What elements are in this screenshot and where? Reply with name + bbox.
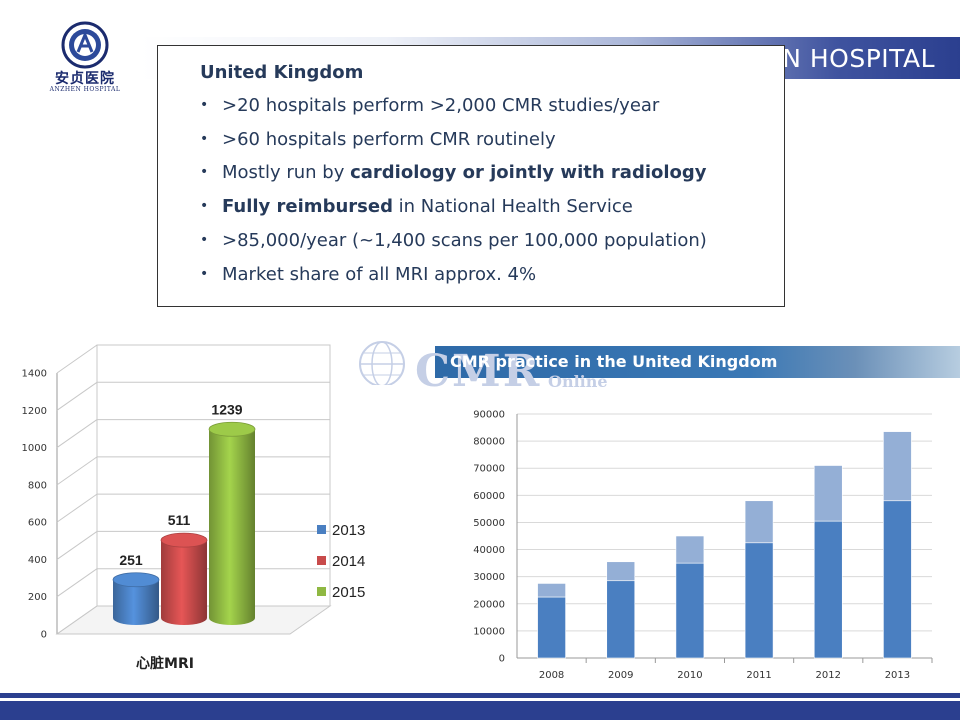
legend-swatch [317, 587, 326, 596]
y-tick-label: 80000 [473, 437, 505, 448]
gridline [56, 568, 98, 598]
y-tick-label: 60000 [473, 491, 505, 502]
x-tick-label: 2010 [677, 670, 702, 681]
gridline [56, 456, 98, 486]
x-tick-label: 2012 [816, 670, 841, 681]
cmr-watermark-online: Online [548, 372, 608, 391]
bar-segment-0 [813, 520, 843, 659]
y-tick-label: 600 [28, 518, 47, 529]
logo-english-name: ANZHEN HOSPITAL [49, 86, 121, 93]
bar-top-2015 [208, 421, 256, 437]
bar-segment-1 [744, 500, 774, 544]
uk-section-banner [435, 346, 960, 378]
bar-2013 [113, 579, 159, 625]
bar-segment-0 [606, 580, 636, 659]
gridline [56, 605, 98, 635]
info-bullet-list: >20 hospitals perform >2,000 CMR studies… [200, 89, 784, 291]
y-tick-label: 70000 [473, 464, 505, 475]
bullet-text: Market share of all MRI approx. 4% [222, 263, 537, 285]
bar-segment-0 [883, 500, 912, 659]
bar-segment-0 [744, 542, 774, 659]
x-tick-label: 2008 [539, 670, 564, 681]
legend-swatch [317, 556, 326, 565]
data-label: 511 [168, 512, 191, 528]
info-bullet: >85,000/year (~1,400 scans per 100,000 p… [200, 224, 784, 258]
bar-segment-1 [537, 583, 566, 598]
uk-info-box: United Kingdom >20 hospitals perform >2,… [157, 45, 785, 307]
legend-label: 2013 [332, 522, 365, 539]
y-tick-label: 0 [41, 630, 47, 641]
info-heading: United Kingdom [200, 62, 364, 83]
y-tick-label: 30000 [473, 572, 505, 583]
globe-watermark-icon [359, 341, 405, 385]
bold-text: cardiology or jointly with radiology [350, 162, 707, 184]
x-category-label: 心脏MRI [136, 655, 194, 672]
bar-segment-1 [675, 535, 705, 564]
logo-chinese-name: 安贞医院 [55, 71, 115, 87]
bar-segment-1 [606, 561, 636, 582]
footer-bar [0, 701, 960, 720]
gridline [56, 531, 98, 560]
legend-swatch [317, 525, 326, 534]
y-tick-label: 50000 [473, 518, 505, 529]
bar-segment-0 [537, 596, 566, 659]
bar-segment-1 [813, 465, 843, 522]
legend-label: 2015 [332, 584, 365, 601]
uk-banner-title: CMR practice in the United Kingdom [450, 352, 778, 371]
hospital-logo-emblem [61, 21, 109, 69]
x-tick-label: 2013 [885, 670, 910, 681]
bar-segment-0 [675, 562, 705, 659]
y-tick-label: 10000 [473, 626, 505, 637]
info-bullet: Market share of all MRI approx. 4% [200, 258, 784, 292]
y-tick-label: 200 [28, 592, 47, 603]
bullet-text: Mostly run by [222, 162, 351, 184]
bar-top-2014 [160, 532, 208, 548]
y-tick-label: 800 [28, 480, 47, 491]
bullet-text: >85,000/year (~1,400 scans per 100,000 p… [222, 229, 707, 251]
info-bullet: >20 hospitals perform >2,000 CMR studies… [200, 89, 784, 123]
data-label: 1239 [211, 401, 242, 417]
gridline [56, 419, 98, 448]
y-tick-label: 1000 [22, 443, 47, 454]
legend-label: 2014 [332, 553, 365, 570]
bullet-text: in National Health Service [392, 196, 633, 218]
info-bullet: Mostly run by cardiology or jointly with… [200, 156, 784, 190]
bold-text: Fully reimbursed [222, 196, 393, 218]
gridline [56, 381, 98, 411]
gridline [56, 493, 98, 523]
bar-segment-1 [883, 431, 912, 502]
y-tick-label: 1200 [22, 406, 47, 417]
y-tick-label: 1400 [22, 369, 47, 380]
x-tick-label: 2011 [746, 670, 771, 681]
y-tick-label: 90000 [473, 410, 505, 421]
gridline [56, 344, 98, 374]
bar-top-2013 [112, 572, 160, 588]
y-tick-label: 400 [28, 555, 47, 566]
bar-2014 [161, 540, 207, 625]
bar-2015 [209, 429, 255, 625]
footer-thin-stripe [0, 693, 960, 698]
data-label: 251 [119, 552, 143, 568]
info-bullet: >60 hospitals perform CMR routinely [200, 123, 784, 157]
cmr-watermark-text: CMR [415, 346, 542, 397]
y-tick-label: 40000 [473, 545, 505, 556]
x-tick-label: 2009 [608, 670, 633, 681]
bullet-text: >60 hospitals perform CMR routinely [222, 128, 556, 150]
y-tick-label: 0 [499, 654, 505, 665]
bullet-text: >20 hospitals perform >2,000 CMR studies… [222, 95, 660, 116]
info-bullet: Fully reimbursed in National Health Serv… [200, 190, 784, 224]
y-tick-label: 20000 [473, 599, 505, 610]
